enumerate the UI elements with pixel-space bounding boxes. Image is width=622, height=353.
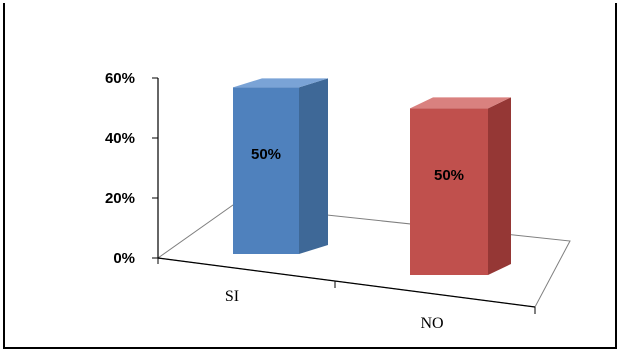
bar-value-label: 50% (251, 146, 281, 163)
x-axis (157, 257, 536, 308)
bar-front-face (233, 87, 299, 254)
bar-front-face (410, 108, 488, 275)
bar-side-face (488, 97, 511, 275)
y-tick-label: 0% (113, 250, 135, 267)
bar-no: 50% (410, 97, 511, 275)
y-tick-label: 60% (105, 70, 135, 87)
bar-si: 50% (233, 78, 328, 254)
x-category-label: SI (225, 288, 239, 305)
x-category-label: NO (420, 315, 443, 332)
bar-value-label: 50% (434, 167, 464, 184)
y-tick-label: 40% (105, 130, 135, 147)
bar-top-face (410, 97, 511, 109)
bar-top-face (233, 78, 328, 88)
y-tick-label: 20% (105, 190, 135, 207)
bar-side-face (299, 78, 328, 254)
